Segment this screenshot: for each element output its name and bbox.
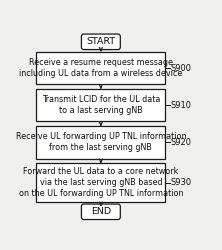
Text: Transmit LCID for the UL data
to a last serving gNB: Transmit LCID for the UL data to a last … [42, 95, 160, 115]
FancyBboxPatch shape [36, 89, 165, 122]
FancyBboxPatch shape [81, 34, 120, 50]
Text: S900: S900 [170, 64, 191, 72]
Text: S930: S930 [170, 178, 191, 187]
FancyBboxPatch shape [36, 164, 165, 202]
Text: Receive UL forwarding UP TNL information
from the last serving gNB: Receive UL forwarding UP TNL information… [16, 132, 186, 152]
Text: START: START [86, 37, 115, 46]
Text: S910: S910 [170, 101, 191, 110]
Text: S920: S920 [170, 138, 191, 147]
Text: Receive a resume request message
including UL data from a wireless device: Receive a resume request message includi… [19, 58, 182, 78]
Text: END: END [91, 207, 111, 216]
Text: Forward the UL data to a core network
via the last serving gNB based
on the UL f: Forward the UL data to a core network vi… [19, 167, 183, 198]
FancyBboxPatch shape [81, 204, 120, 220]
FancyBboxPatch shape [36, 52, 165, 84]
FancyBboxPatch shape [36, 126, 165, 159]
